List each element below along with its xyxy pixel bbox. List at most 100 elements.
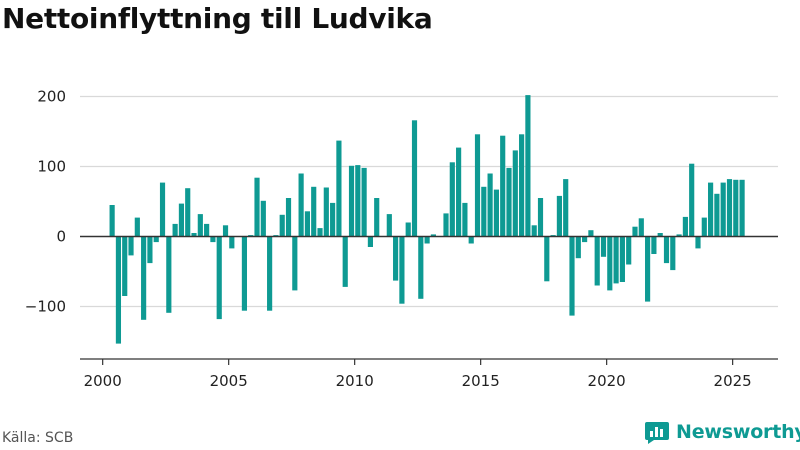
bar (172, 223, 178, 237)
bar (575, 236, 581, 259)
bar (531, 225, 537, 237)
x-tick-label: 2020 (588, 372, 626, 390)
bar (147, 236, 153, 264)
bar (651, 236, 657, 254)
bar (569, 236, 575, 316)
bar (626, 236, 632, 265)
bar (720, 182, 726, 237)
bar (304, 211, 310, 237)
y-tick-label: 0 (56, 228, 66, 246)
bar (178, 203, 185, 237)
chart-title: Nettoinflyttning till Ludvika (2, 2, 433, 35)
bar (519, 134, 525, 237)
bar (159, 182, 166, 237)
bar (481, 186, 487, 237)
bar (393, 236, 399, 281)
bar (197, 214, 203, 237)
bar-chart: −100 0 100 200 2000 2005 2010 2015 2020 2025 (25, 88, 778, 390)
brand-logo: Newsworthy (644, 420, 800, 444)
bar (733, 179, 739, 237)
bar (323, 187, 329, 237)
bar (613, 236, 619, 284)
bar (355, 165, 361, 237)
bar-chart-logo-icon (645, 422, 669, 444)
bar (229, 236, 235, 249)
bar (714, 193, 720, 237)
bar (166, 236, 172, 313)
bar (134, 217, 140, 237)
bar (632, 226, 638, 237)
x-tick-label: 2005 (210, 372, 248, 390)
bar (260, 200, 266, 237)
bar (500, 135, 506, 237)
bar (336, 140, 342, 237)
bar (619, 236, 625, 282)
bar (191, 233, 197, 237)
source-note: Källa: SCB (2, 430, 74, 446)
bar (153, 236, 159, 243)
bar (128, 236, 134, 256)
bar (544, 236, 550, 282)
bar (588, 230, 594, 237)
bar (682, 216, 688, 237)
bar (676, 234, 682, 237)
bar (739, 179, 745, 237)
bar (456, 147, 462, 237)
bar (285, 198, 292, 237)
bar (361, 167, 367, 237)
bar (399, 236, 405, 304)
bar (487, 173, 493, 237)
bar (141, 236, 147, 320)
bar (430, 234, 436, 237)
bar (638, 218, 644, 237)
bar (342, 236, 348, 287)
bar (689, 163, 695, 237)
bar (216, 236, 222, 320)
bar (222, 225, 229, 237)
bar (657, 233, 663, 237)
bar (418, 236, 424, 299)
bar (292, 236, 298, 291)
bar (582, 236, 588, 243)
bar (330, 202, 336, 237)
grid-lines (80, 95, 778, 308)
bar (348, 165, 355, 237)
bar (185, 188, 191, 237)
bars (109, 95, 745, 344)
bar (122, 236, 128, 296)
bar (367, 236, 373, 247)
x-tick-label: 2015 (462, 372, 500, 390)
bar (670, 236, 676, 271)
axes (80, 235, 778, 365)
y-tick-label: 200 (37, 88, 66, 106)
bar (374, 198, 380, 237)
y-tick-label: −100 (25, 298, 66, 316)
bar (449, 162, 455, 237)
bar (386, 214, 392, 237)
x-tick-label: 2000 (84, 372, 122, 390)
bar (443, 213, 449, 237)
x-tick-label: 2010 (336, 372, 374, 390)
bar (254, 177, 260, 237)
bar (708, 182, 714, 237)
bar (424, 236, 430, 244)
bar (663, 236, 670, 264)
bar (701, 217, 707, 237)
bar (474, 134, 481, 237)
bar (267, 236, 273, 311)
bar (279, 214, 285, 237)
bar (506, 167, 512, 237)
bar (204, 223, 210, 237)
y-tick-label: 100 (37, 158, 66, 176)
bar (607, 236, 613, 291)
bar (317, 228, 323, 237)
bar (462, 202, 468, 237)
bar (563, 179, 569, 237)
bar (594, 236, 600, 286)
bar (411, 120, 418, 237)
brand-name: Newsworthy (676, 421, 800, 443)
bar (115, 236, 122, 344)
bar (600, 236, 607, 257)
bar (525, 95, 531, 237)
bar (109, 205, 115, 237)
